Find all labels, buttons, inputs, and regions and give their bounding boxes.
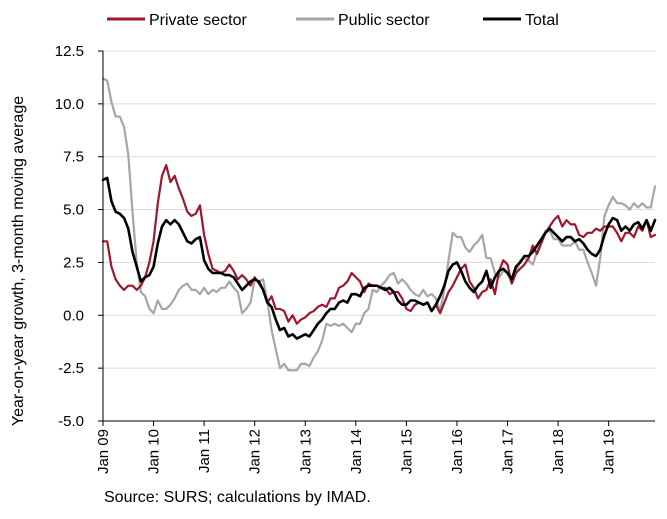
- y-tick-label: 10.0: [55, 96, 84, 113]
- gridlines: [103, 50, 655, 422]
- y-tick-label: 12.5: [55, 43, 84, 60]
- y-tick-label: -5.0: [58, 413, 84, 430]
- y-axis-ticks: 12.5 10.0 7.5 5.0 2.5 0.0 -2.5 -5.0: [55, 43, 84, 430]
- x-axis-ticks: Jan 09 Jan 10 Jan 11 Jan 12 Jan 13 Jan 14 Jan …: [95, 421, 618, 474]
- y-tick-label: 2.5: [63, 254, 84, 271]
- x-tick-label: Jan 19: [601, 429, 618, 474]
- source-note: Source: SURS; calculations by IMAD.: [104, 489, 371, 506]
- legend-label: Public sector: [338, 12, 430, 29]
- y-tick-label: -2.5: [58, 360, 84, 377]
- x-tick-label: Jan 14: [348, 429, 365, 474]
- y-tick-label: 5.0: [63, 202, 84, 219]
- x-tick-label: Jan 10: [146, 429, 163, 474]
- legend-label: Total: [525, 12, 559, 29]
- x-tick-label: Jan 18: [550, 429, 567, 474]
- y-tick-label: 7.5: [63, 149, 84, 166]
- series-layer: [101, 77, 657, 372]
- x-tick-label: Jan 12: [247, 429, 264, 474]
- y-axis-title: Year-on-year growth, 3-month moving aver…: [10, 96, 27, 426]
- series-line-public-sector: [101, 77, 657, 372]
- series-line-total: [101, 176, 657, 340]
- y-tick-label: 0.0: [63, 307, 84, 324]
- x-tick-label: Jan 09: [95, 429, 112, 474]
- x-tick-label: Jan 16: [449, 429, 466, 474]
- x-tick-label: Jan 17: [500, 429, 517, 474]
- x-tick-label: Jan 13: [297, 429, 314, 474]
- legend: Private sector Public sector Total: [107, 12, 559, 29]
- x-tick-label: Jan 11: [196, 429, 213, 473]
- x-tick-label: Jan 15: [398, 429, 415, 474]
- legend-label: Private sector: [149, 12, 247, 29]
- axes: [98, 50, 655, 422]
